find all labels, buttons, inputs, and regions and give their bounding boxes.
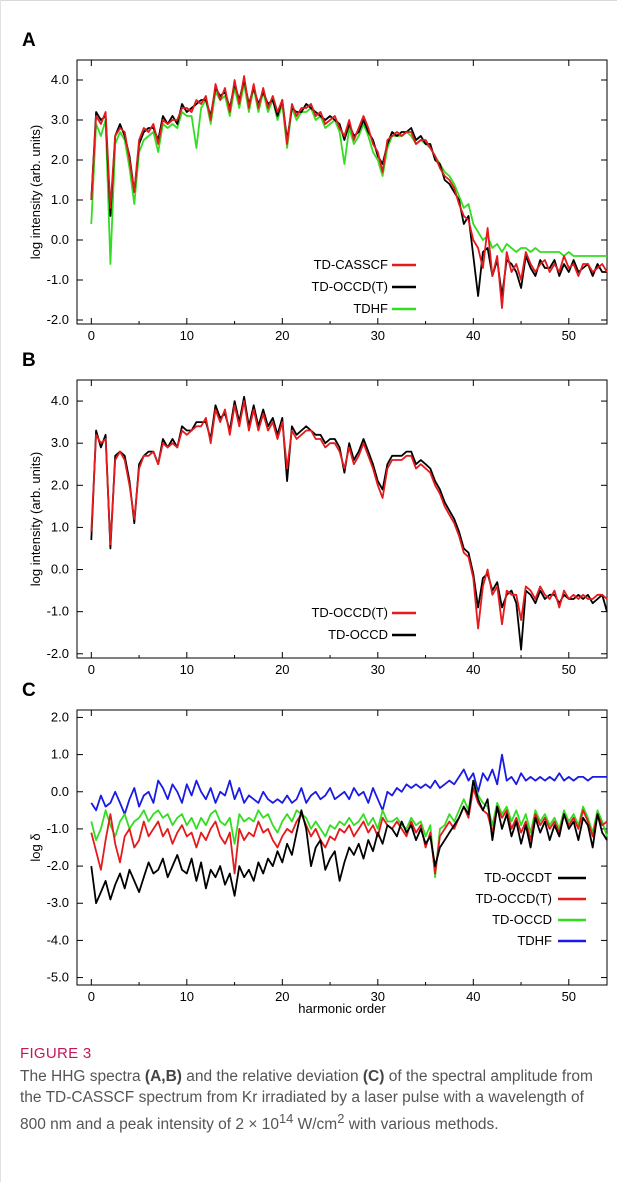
panel-a-letter: A — [22, 30, 36, 51]
panel-a-ytick-label: 4.0 — [51, 72, 69, 87]
panel-b-ylabel: log intensity (arb. units) — [28, 452, 43, 586]
caption-unit-exponent: 2 — [337, 1111, 345, 1126]
panel-a-xtick-label: 30 — [371, 328, 385, 343]
panel-c-legend-label-td-occdt: TD-OCCDT — [484, 870, 552, 885]
panel-a-ytick-label: -1.0 — [47, 272, 69, 287]
panel-c-ytick-label: -4.0 — [47, 932, 69, 947]
panel-b-xtick-label: 40 — [466, 662, 480, 677]
panel-a-ytick-label: 0.0 — [51, 232, 69, 247]
panel-c-legend-label-td-occd: TD-OCCD — [492, 912, 552, 927]
panel-c-frame — [76, 709, 608, 986]
panel-b-xtick-label: 20 — [275, 662, 289, 677]
panel-b-series-td-occd-t — [90, 400, 608, 630]
panel-c-legend-label-td-occd-t: TD-OCCD(T) — [475, 891, 552, 906]
left-rule — [0, 0, 1, 1182]
panel-b-frame — [76, 379, 608, 659]
panel-c-ytick-label: -1.0 — [47, 821, 69, 836]
figure-label: FIGURE 3 — [20, 1045, 92, 1062]
panel-a-ylabel: log intensity (arb. units) — [28, 125, 43, 259]
panel-b-ytick-label: 1.0 — [51, 519, 69, 534]
panel-a-series-tdhf — [90, 83, 607, 265]
panel-a-ytick-label: 1.0 — [51, 192, 69, 207]
panel-b-ytick-label: 0.0 — [51, 562, 69, 577]
caption-text: The HHG spectra (A,B) and the relative d… — [20, 1066, 600, 1135]
panel-b-ytick-label: 2.0 — [51, 477, 69, 492]
panel-c-xtick-label: 20 — [275, 989, 289, 1004]
panel-a-ytick-label: 2.0 — [51, 152, 69, 167]
caption-part-5: with various methods. — [344, 1116, 499, 1134]
caption-part-1: The HHG spectra — [20, 1068, 145, 1085]
panel-c-ytick-label: -2.0 — [47, 858, 69, 873]
caption-ref-c: (C) — [362, 1068, 385, 1085]
panel-c-xlabel: harmonic order — [298, 1001, 386, 1016]
panel-c-legend-label-tdhf: TDHF — [517, 933, 552, 948]
panel-c-ylabel: log δ — [28, 833, 43, 861]
panel-b-ytick-label: 4.0 — [51, 393, 69, 408]
panel-a-series-td-occd-t — [90, 79, 607, 297]
panel-c-ytick-label: -3.0 — [47, 895, 69, 910]
panel-b-ytick-label: -2.0 — [47, 646, 69, 661]
panel-b-legend-label-td-occd: TD-OCCD — [328, 627, 388, 642]
panel-c-xtick-label: 30 — [371, 989, 385, 1004]
panel-a-legend-label-td-casscf: TD-CASSCF — [314, 257, 388, 272]
panel-c-xtick-label: 10 — [180, 989, 194, 1004]
panel-a-xtick-label: 50 — [562, 328, 576, 343]
panel-c-ytick-label: 2.0 — [51, 709, 69, 724]
panel-b-xtick-label: 30 — [371, 662, 385, 677]
panel-a-xtick-label: 10 — [180, 328, 194, 343]
panel-a-xtick-label: 20 — [275, 328, 289, 343]
panel-c-ytick-label: -5.0 — [47, 970, 69, 985]
panel-b-xtick-label: 10 — [180, 662, 194, 677]
panel-b-ytick-label: -1.0 — [47, 604, 69, 619]
panel-b-letter: B — [22, 350, 36, 371]
top-rule — [0, 0, 617, 1]
panel-a-legend-label-td-occd-t: TD-OCCD(T) — [311, 279, 388, 294]
panel-c-xtick-label: 0 — [88, 989, 95, 1004]
caption-part-2: and the relative deviation — [181, 1068, 363, 1085]
caption-part-4: W/cm — [293, 1116, 338, 1134]
panel-c-series-tdhf — [90, 753, 607, 815]
panel-c-series-td-occd-t — [90, 787, 608, 875]
panel-b-xtick-label: 50 — [562, 662, 576, 677]
panel-c-ytick-label: 1.0 — [51, 747, 69, 762]
panel-c-xtick-label: 50 — [562, 989, 576, 1004]
panel-c-xtick-label: 40 — [466, 989, 480, 1004]
panel-a-series-td-casscf — [90, 75, 608, 309]
panel-b-ytick-label: 3.0 — [51, 435, 69, 450]
panel-c-series-td-occd — [90, 779, 608, 879]
panel-c-letter: C — [22, 680, 36, 701]
figure-caption: FIGURE 3 The HHG spectra (A,B) and the r… — [20, 1045, 600, 1135]
panel-a-xtick-label: 40 — [466, 328, 480, 343]
panel-b-legend-label-td-occd-t: TD-OCCD(T) — [311, 605, 388, 620]
panel-a-frame — [76, 59, 608, 325]
panel-a-ytick-label: -2.0 — [47, 312, 69, 327]
caption-exponent: 14 — [278, 1111, 294, 1126]
panel-b-xtick-label: 0 — [88, 662, 95, 677]
caption-ref-ab: (A,B) — [144, 1068, 182, 1085]
panel-a-ytick-label: 3.0 — [51, 112, 69, 127]
panel-a-xtick-label: 0 — [88, 328, 95, 343]
panel-c-series-td-occdt — [90, 779, 608, 905]
panel-a-legend-label-tdhf: TDHF — [353, 301, 388, 316]
panel-c-ytick-label: 0.0 — [51, 784, 69, 799]
caption-part-3: of the spectral amplitude from the TD-CA… — [20, 1068, 593, 1134]
